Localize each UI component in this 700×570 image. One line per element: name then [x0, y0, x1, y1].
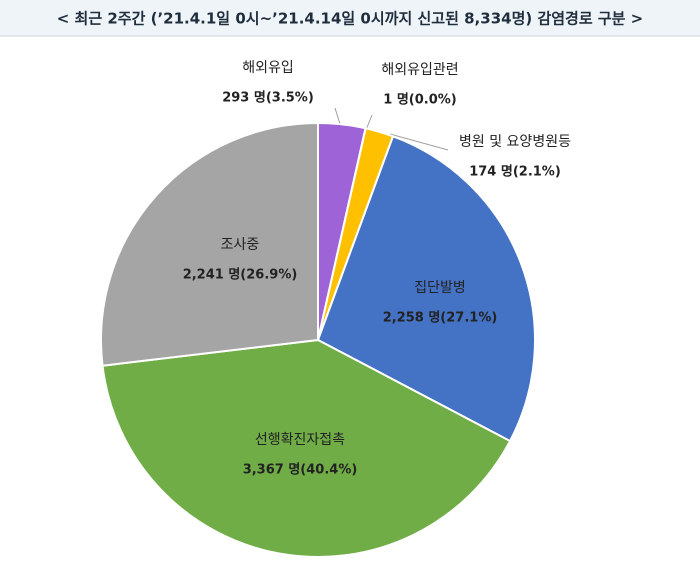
- slice-name: 조사중: [221, 237, 260, 253]
- slice-value-label: 174 명(2.1%): [469, 164, 561, 180]
- leader-line: [389, 133, 449, 151]
- chart-title: < 최근 2주간 (’21.4.1일 0시~’21.4.14일 0시까지 신고된…: [57, 10, 644, 28]
- slice-name: 집단발병: [414, 280, 466, 296]
- title-bar: [0, 0, 700, 36]
- slice-value-label: 1 명(0.0%): [383, 92, 456, 108]
- pie-slice: [100, 121, 319, 367]
- leader-line: [334, 107, 341, 125]
- slice-name: 해외유입관련: [381, 62, 458, 78]
- pie-slice: [316, 135, 536, 443]
- leader-line: [365, 114, 373, 131]
- slice-name: 선행확진자접촉: [255, 432, 345, 448]
- slice-name: 해외유입: [242, 60, 294, 76]
- slice-name: 병원 및 요양병원등: [459, 134, 571, 150]
- slice-value-label: 2,241 명(26.9%): [183, 267, 298, 283]
- slice-value-label: 2,258 명(27.1%): [383, 310, 498, 326]
- slice-value-label: 293 명(3.5%): [222, 90, 314, 106]
- pie-slice: [101, 338, 512, 558]
- slice-value-label: 3,367 명(40.4%): [243, 462, 358, 478]
